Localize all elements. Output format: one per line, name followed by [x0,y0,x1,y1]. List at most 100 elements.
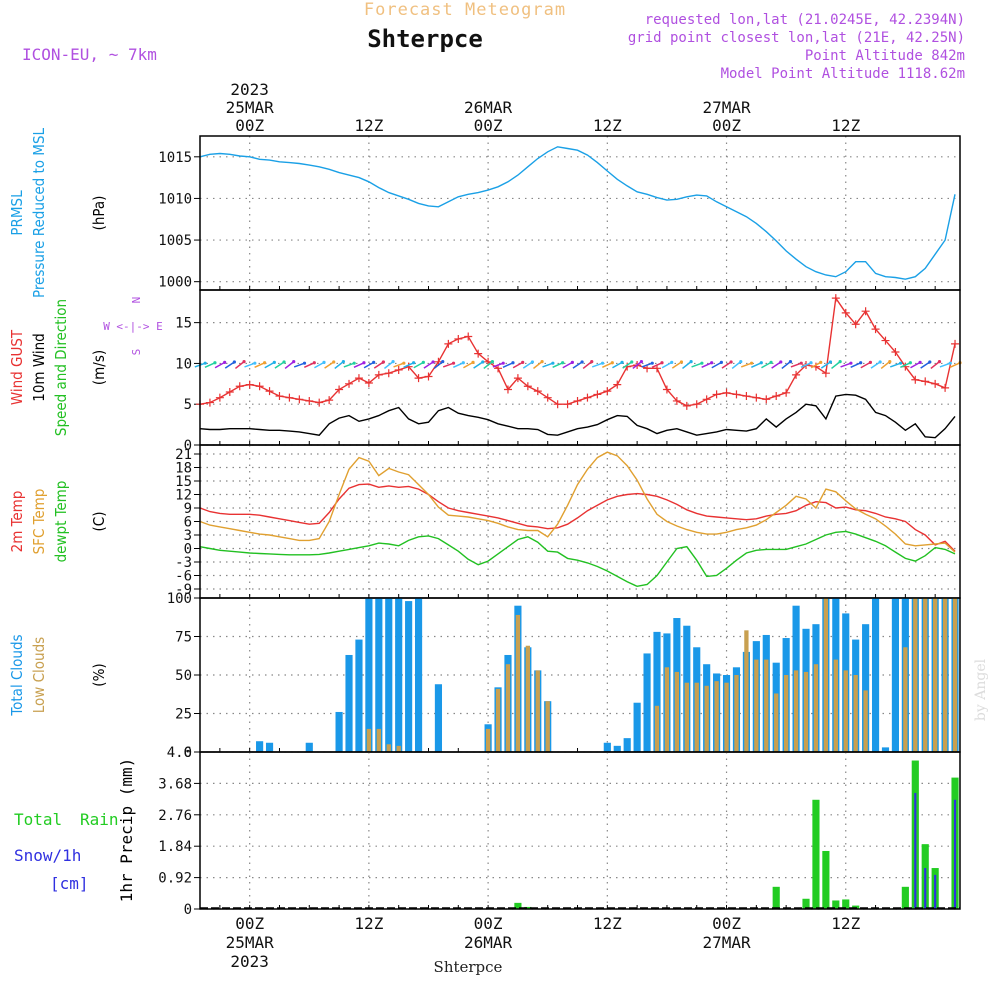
wind-arrow [413,361,424,369]
y-axis-label: (m/s) [90,350,108,385]
wind-arrow-head [937,360,942,364]
wind-arrow-head [878,360,882,364]
wind-arrow-head [580,360,584,364]
cloud-bar-total [891,598,900,752]
wind-arrow-head [719,360,724,364]
wind-arrow [622,361,633,369]
gust-point [474,349,483,358]
wind-arrow [641,362,653,368]
cloud-bar-total [871,598,880,752]
cloud-bar-low [525,645,530,752]
gust-point [772,392,781,401]
credit-watermark: by Angel [973,658,989,721]
grid-point: grid point closest lon,lat (21E, 42.25N) [628,30,965,46]
gust-point [345,379,354,388]
gust-point [861,307,870,316]
wind-arrow [880,361,891,370]
wind-arrow [204,362,216,369]
wind-arrow-head [232,360,236,364]
gust-point [573,396,582,405]
wind-arrow [939,362,951,368]
wind-arrow-head [372,360,376,364]
wind-arrow [393,362,405,368]
y-tick-label: 100 [167,591,192,607]
wind-arrow [651,362,663,369]
top-time-label: 00Z [474,116,503,135]
wind-arrow [353,362,365,369]
wind-arrow [562,361,573,369]
wind-arrow [284,361,295,370]
gust-point [354,374,363,383]
cloud-bar-low [793,670,799,752]
wind-arrow-head [570,360,574,364]
wind-arrow [244,362,256,368]
gust-point [891,348,900,356]
model-altitude: Model Point Altitude 1118.62m [721,66,965,82]
panel-frame [199,751,961,910]
top-time-label: 26MAR [464,98,513,117]
gust-point [265,387,274,396]
top-time-label: 12Z [354,116,383,135]
gust-point [742,392,751,401]
gust-point [503,385,512,394]
y-tick-label: 0 [184,902,192,918]
wind-arrow [383,361,394,370]
series-line-wind [199,393,956,439]
cloud-bar-total [862,624,870,752]
model-label: ICON-EU, ~ 7km [22,45,157,64]
wind-arrow [900,362,911,369]
gust-point [951,339,960,348]
point-altitude: Point Altitude 842m [805,48,965,64]
gust-point [245,380,254,389]
cloud-bar-total [653,631,661,752]
gust-point [543,393,552,402]
bottom-time-label: 27MAR [702,933,751,952]
wind-arrow [612,361,623,369]
wind-arrow-head [779,360,783,364]
wind-arrow [930,361,940,370]
panel-pressure [194,135,961,291]
wind-arrow-head [809,361,813,365]
gust-point [305,396,314,405]
wind-arrow-head [928,360,932,364]
precip-bar-snow [924,868,927,909]
y-tick-label: 18 [175,461,192,477]
gust-point [315,398,324,407]
cloud-bar-total [603,742,611,752]
wind-arrow-head [490,360,495,364]
wind-arrow [790,362,802,368]
gust-point [662,385,671,394]
wind-arrow-head [540,360,544,364]
y-tick-label: 1.84 [158,839,192,855]
gust-point [444,339,453,348]
cloud-bar-low [495,688,501,752]
wind-arrow-head [650,361,654,365]
wind-arrow [433,361,444,370]
wind-arrow [363,361,375,369]
wind-arrow-head [431,360,435,364]
wind-arrow [452,362,464,369]
gust-point [881,336,890,345]
cloud-bar-low [694,682,699,752]
cloud-bar-low [376,728,381,752]
wind-arrow-head [302,361,307,365]
y-axis-label: 2m Temp [8,491,26,553]
cloud-bar-low [734,675,739,752]
wind-arrow-head [213,361,217,365]
cloud-bar-low [853,675,858,752]
y-tick-label: -3 [175,555,192,571]
wind-arrow [473,361,484,369]
cloud-bar-low [923,598,928,752]
y-tick-label: 5 [184,397,192,413]
panel-temperature [194,444,961,599]
wind-arrow [682,361,692,370]
gust-point [205,398,214,407]
wind-arrow [254,362,265,369]
gust-point [792,370,801,379]
series-line-pressure [199,146,956,280]
precip-bar-rain [822,850,830,909]
wind-arrow [949,362,961,369]
precip-bar-rain [524,906,532,909]
wind-arrow-head [639,360,644,364]
compass-we: W <-|-> E [103,320,163,333]
